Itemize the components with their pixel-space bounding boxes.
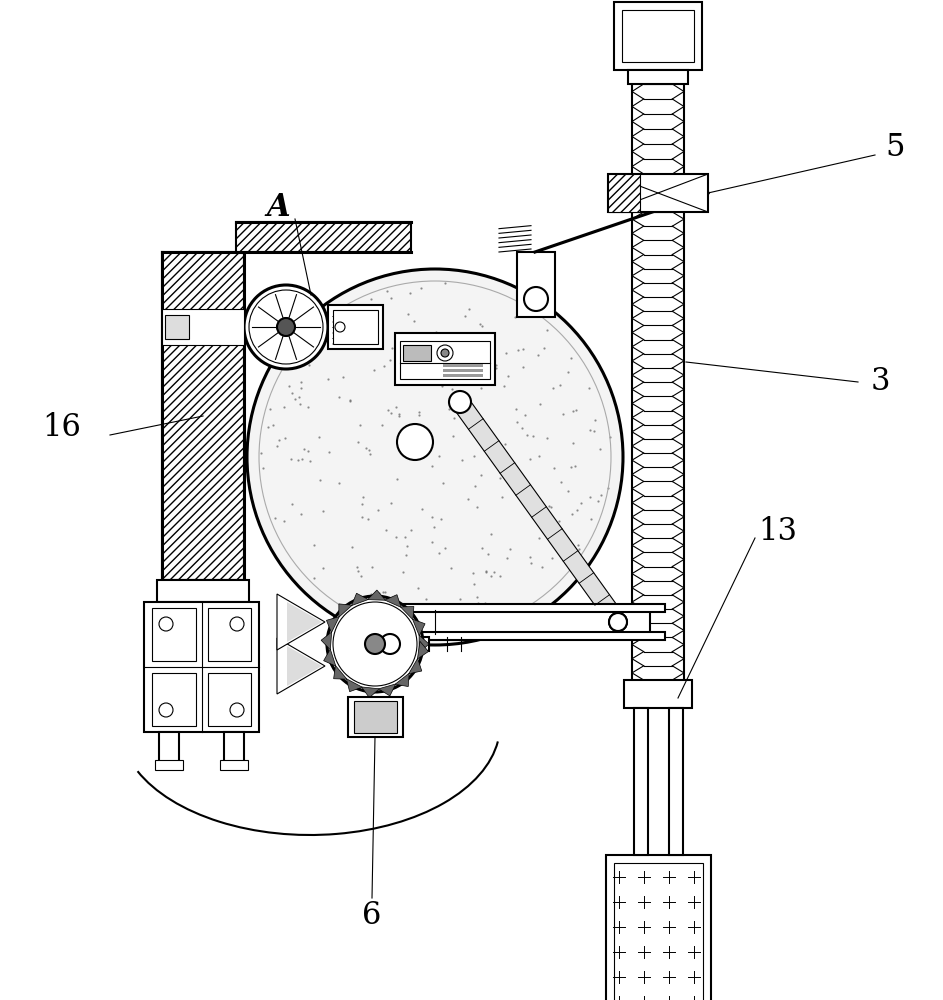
Circle shape [230,617,244,631]
Bar [403,345,431,361]
Bar [162,252,244,580]
Bar [236,222,411,252]
Bar [443,374,483,377]
Polygon shape [352,593,369,606]
Text: 13: 13 [758,516,798,548]
Text: 6: 6 [362,900,382,930]
Polygon shape [368,590,386,600]
Bar [224,732,244,764]
Bar [220,760,248,770]
Bar [157,580,249,602]
Polygon shape [346,679,362,692]
Circle shape [327,596,423,692]
Bar [443,364,483,367]
Circle shape [380,634,400,654]
Text: 5: 5 [885,132,904,163]
Polygon shape [323,649,336,666]
Bar [624,680,692,708]
Text: 3: 3 [870,366,890,397]
Bar [144,602,259,732]
Bar [207,608,251,661]
Circle shape [335,322,345,332]
Bar [162,309,244,345]
Circle shape [244,285,328,369]
Bar [159,732,179,764]
Bar [517,252,555,317]
Polygon shape [334,666,347,679]
Bar [608,174,640,212]
Bar [207,673,251,726]
Bar [152,608,195,661]
Bar [165,315,189,339]
Polygon shape [408,658,422,674]
Circle shape [159,617,173,631]
Polygon shape [361,687,379,698]
Bar [348,697,403,737]
Bar [614,863,703,1000]
Polygon shape [385,595,401,607]
Polygon shape [419,635,429,653]
Bar [669,708,683,855]
Circle shape [166,319,182,335]
Circle shape [609,613,627,631]
Polygon shape [418,641,428,659]
Bar [354,701,396,733]
Circle shape [609,613,627,631]
Bar [380,604,665,612]
Bar [152,673,195,726]
Bar [400,341,490,379]
Bar [608,174,708,212]
Bar [443,369,483,372]
Polygon shape [326,617,339,633]
Circle shape [449,391,471,413]
Circle shape [524,287,548,311]
Polygon shape [412,619,425,636]
Polygon shape [287,646,322,686]
Text: 16: 16 [42,412,81,444]
Polygon shape [453,397,625,627]
Bar [614,2,702,70]
Circle shape [277,318,295,336]
Polygon shape [322,632,332,650]
Bar [385,610,650,634]
Polygon shape [277,594,325,650]
Polygon shape [339,604,352,617]
Circle shape [437,345,453,361]
Bar [622,10,694,62]
Circle shape [230,703,244,717]
Bar [395,333,495,385]
Polygon shape [277,638,325,694]
Bar [395,637,429,651]
Bar [634,708,648,855]
Polygon shape [287,602,322,642]
Circle shape [159,703,173,717]
Bar [380,632,665,640]
Bar [605,855,710,1000]
Polygon shape [378,684,396,696]
Circle shape [365,634,385,654]
Bar [628,70,688,84]
Bar [155,760,183,770]
Polygon shape [395,673,409,687]
Bar [328,305,383,349]
Text: A: A [266,192,290,224]
Circle shape [247,269,623,645]
Circle shape [441,349,449,357]
Polygon shape [401,606,414,620]
Circle shape [397,424,433,460]
Circle shape [249,290,323,364]
Bar [333,310,378,344]
